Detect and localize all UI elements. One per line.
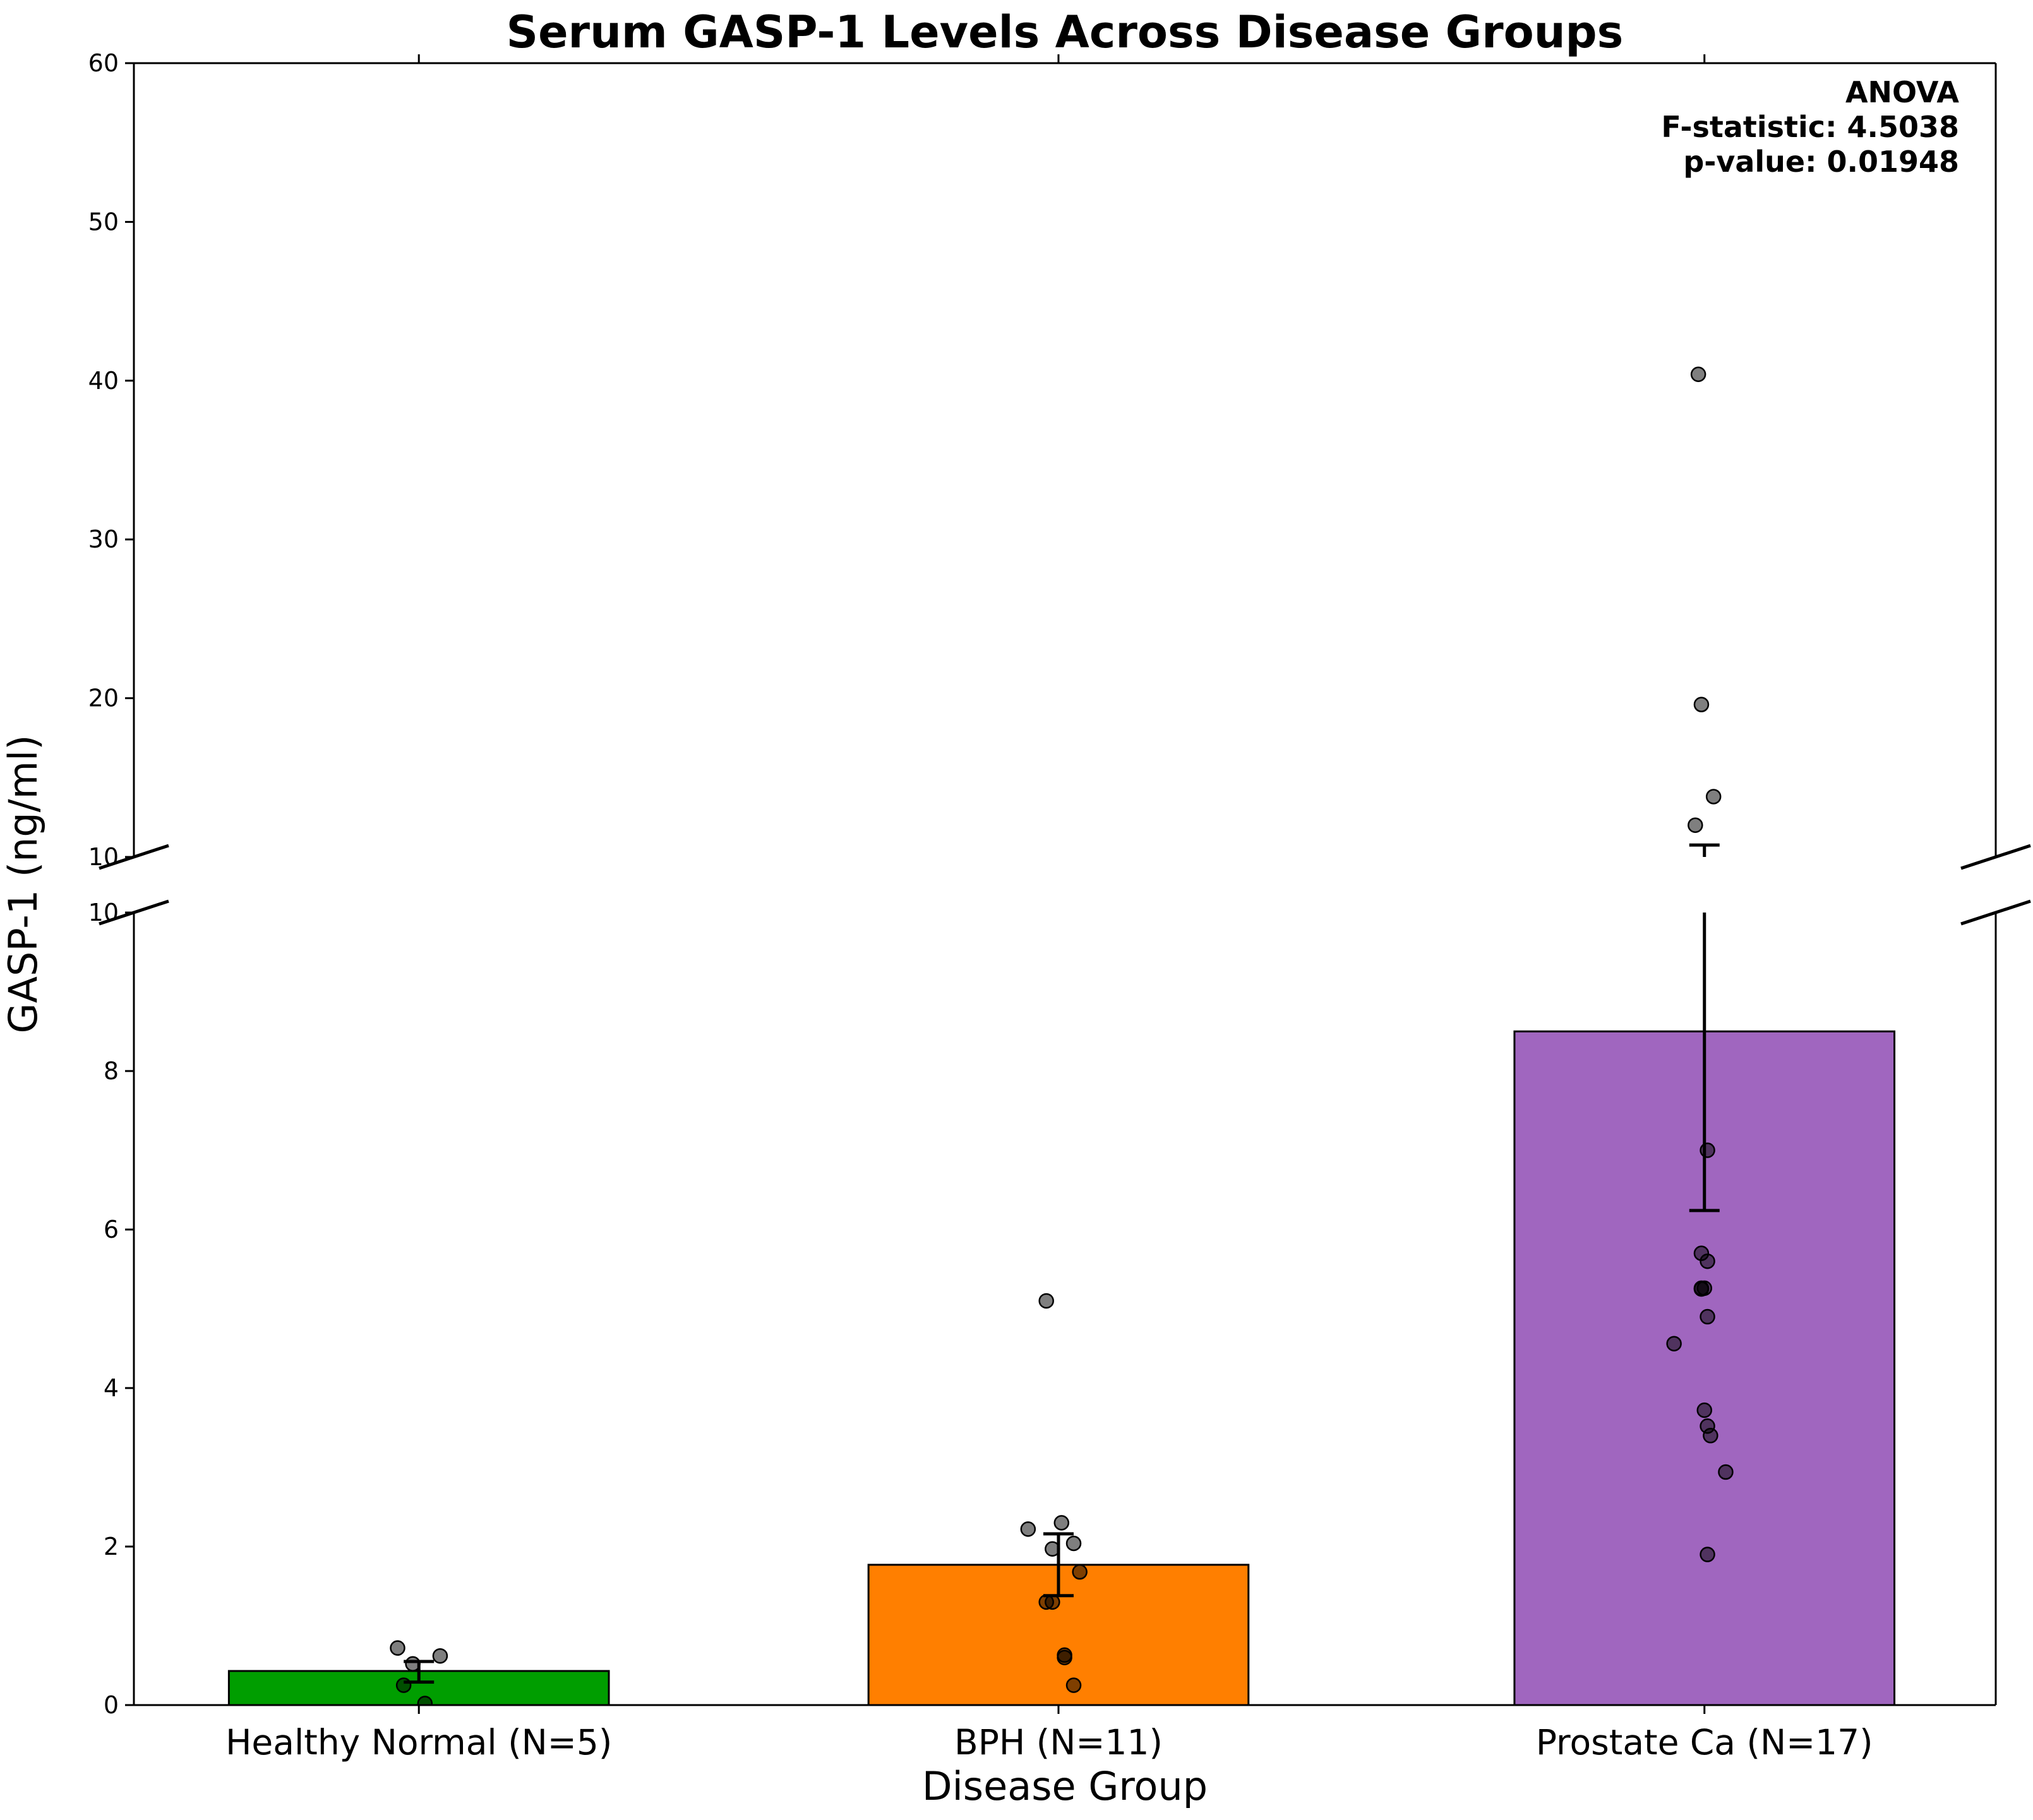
anova-line: p-value: 0.01948	[1683, 145, 1959, 179]
data-point	[1072, 1564, 1088, 1580]
break-mark-upper-right	[1960, 844, 2031, 870]
data-point	[1700, 1142, 1715, 1158]
upper-y-tick-label: 40	[88, 367, 119, 395]
x-tick-label: Prostate Ca (N=17)	[1536, 1722, 1873, 1763]
data-point	[432, 1648, 448, 1664]
upper-y-tick-label: 60	[88, 49, 119, 77]
upper-y-tick-label: 50	[88, 208, 119, 236]
data-point	[1666, 1336, 1682, 1351]
lower-y-tick-label: 2	[104, 1533, 119, 1560]
data-point	[1700, 1253, 1715, 1269]
y-axis-label: GASP-1 (ng/ml)	[0, 735, 46, 1034]
chart-title: Serum GASP-1 Levels Across Disease Group…	[507, 6, 1624, 58]
lower-y-tick-label: 4	[104, 1374, 119, 1402]
upper-plot-area	[1688, 366, 1722, 857]
data-point	[405, 1656, 421, 1672]
lower-y-tick-label: 0	[104, 1691, 119, 1719]
anova-line: ANOVA	[1845, 75, 1959, 109]
x-tick-label: BPH (N=11)	[954, 1722, 1163, 1763]
data-point	[1045, 1594, 1060, 1610]
data-point	[1057, 1647, 1072, 1663]
break-mark-lower-left	[99, 899, 169, 926]
data-point	[1693, 697, 1710, 712]
data-point	[1700, 1547, 1715, 1562]
break-mark-lower-right	[1960, 899, 2031, 926]
data-point	[1693, 1281, 1710, 1297]
lower-y-tick-label: 6	[104, 1216, 119, 1243]
data-point	[1718, 1464, 1734, 1480]
data-point	[1065, 1535, 1082, 1552]
data-point	[1696, 1402, 1712, 1418]
data-point	[395, 1677, 412, 1693]
upper-y-tick-label: 20	[88, 685, 119, 712]
data-point	[1690, 366, 1706, 382]
data-point	[417, 1696, 433, 1705]
data-point	[1053, 1515, 1070, 1531]
data-point	[1020, 1521, 1036, 1537]
data-point	[1045, 1541, 1060, 1557]
data-point	[1065, 1677, 1082, 1693]
data-point	[390, 1640, 405, 1656]
data-point	[1688, 817, 1703, 833]
data-point	[1703, 1428, 1718, 1444]
x-axis-label: Disease Group	[922, 1763, 1208, 1809]
upper-y-tick-label: 30	[88, 525, 119, 553]
lower-y-tick-label: 8	[104, 1057, 119, 1085]
data-point	[1700, 1308, 1715, 1325]
data-point	[1705, 789, 1722, 805]
lower-plot-area	[227, 913, 1896, 1705]
x-tick-label: Healthy Normal (N=5)	[225, 1722, 612, 1763]
data-point	[1038, 1293, 1054, 1309]
anova-line: F-statistic: 4.5038	[1661, 110, 1959, 144]
break-mark-upper-left	[99, 844, 169, 870]
